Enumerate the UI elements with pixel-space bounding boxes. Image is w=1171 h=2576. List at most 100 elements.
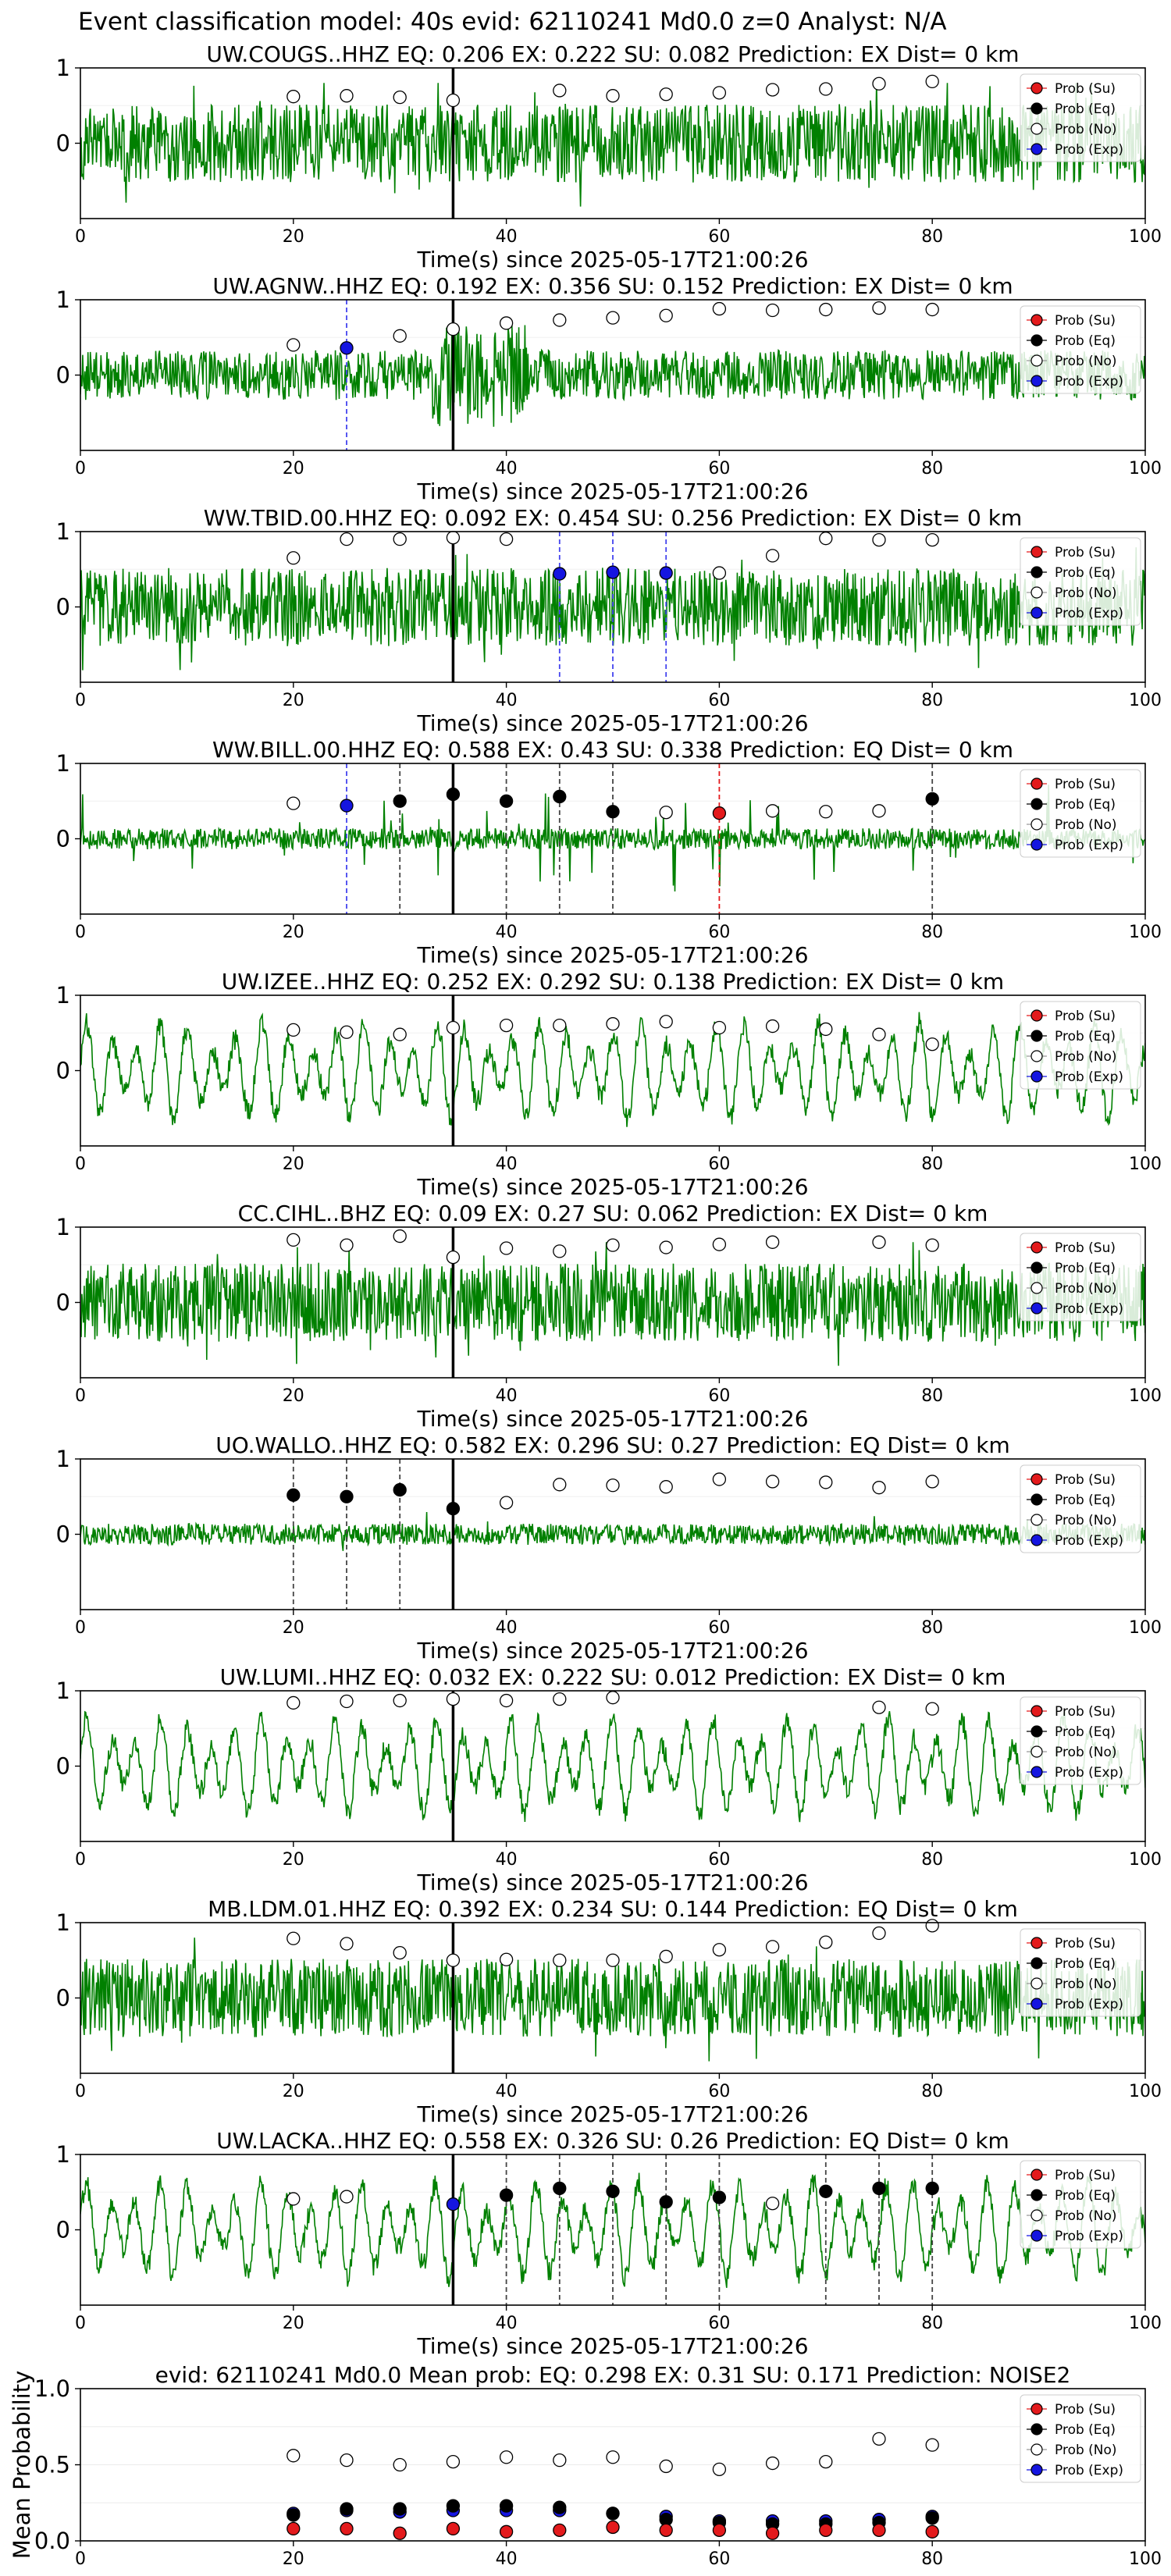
x-tick-label: 0: [75, 2549, 86, 2569]
legend-label: Prob (Su): [1055, 777, 1116, 792]
panel-5: UW.IZEE..HHZ EQ: 0.252 EX: 0.292 SU: 0.1…: [56, 969, 1162, 1200]
legend-label: Prob (Eq): [1055, 2188, 1116, 2204]
prob-point-no: [499, 1693, 514, 1708]
legend-marker: [1030, 1009, 1043, 1022]
x-axis-label: Time(s) since 2025-05-17T21:00:26: [416, 2101, 808, 2127]
legend-marker: [1030, 818, 1043, 831]
legend-box: [1020, 305, 1141, 394]
legend-marker: [1030, 1302, 1043, 1315]
prob-point-no: [606, 1953, 620, 1967]
x-tick-label: 40: [496, 923, 518, 942]
x-tick-label: 80: [921, 2549, 943, 2569]
prob-point-exp: [340, 341, 354, 355]
prob-point-no: [765, 83, 780, 97]
mean-prob-point-no: [393, 2457, 407, 2472]
legend-label: Prob (No): [1055, 1281, 1117, 1297]
prob-point-no: [765, 303, 780, 318]
y-tick-label: 0: [56, 826, 70, 852]
panel-3: WW.TBID.00.HHZ EQ: 0.092 EX: 0.454 SU: 0…: [56, 505, 1162, 736]
legend-label: Prob (No): [1055, 2443, 1117, 2458]
prob-point-no: [340, 1238, 354, 1252]
mean-prob-point-su: [287, 2521, 301, 2536]
x-tick-label: 0: [75, 1386, 86, 1406]
y-tick-label: 0: [56, 362, 70, 389]
x-tick-label: 40: [496, 2549, 518, 2569]
prob-point-no: [606, 1017, 620, 1031]
legend-marker: [1030, 82, 1043, 94]
legend: Prob (Su) Prob (Eq) Prob (No) Prob (Exp): [1020, 1464, 1141, 1553]
legend: Prob (Su) Prob (Eq) Prob (No) Prob (Exp): [1020, 1233, 1141, 1322]
prob-point-eq: [553, 789, 567, 804]
x-tick-label: 60: [708, 923, 730, 942]
legend-marker: [1030, 1998, 1043, 2010]
prob-point-eq: [925, 2181, 939, 2196]
legend-marker: [1030, 1282, 1043, 1294]
legend-marker: [1030, 1725, 1043, 1738]
legend-marker: [1030, 143, 1043, 155]
y-tick-label: 0: [56, 1290, 70, 1316]
prob-point-eq: [712, 2190, 727, 2204]
legend-label: Prob (Su): [1055, 2168, 1116, 2183]
mean-prob-point-su: [446, 2521, 461, 2536]
mean-prob-point-su: [872, 2523, 886, 2538]
x-tick-label: 20: [283, 459, 304, 479]
legend-label: Prob (Eq): [1055, 1493, 1116, 1508]
x-tick-label: 0: [75, 2314, 86, 2333]
panel-title: UW.IZEE..HHZ EQ: 0.252 EX: 0.292 SU: 0.1…: [222, 969, 1004, 994]
prob-point-no: [446, 531, 461, 545]
prob-point-eq: [872, 2181, 886, 2196]
x-tick-label: 60: [708, 2549, 730, 2569]
y-tick-label: 1: [56, 518, 70, 545]
prob-point-eq: [499, 2188, 514, 2202]
prob-point-no: [925, 1702, 939, 1716]
legend-label: Prob (Su): [1055, 2402, 1116, 2418]
legend-label: Prob (Exp): [1055, 2229, 1123, 2244]
prob-point-no: [340, 2190, 354, 2204]
prob-point-no: [819, 1475, 833, 1489]
prob-point-no: [872, 1926, 886, 1941]
prob-point-no: [393, 90, 407, 105]
prob-point-no: [499, 1952, 514, 1966]
prob-point-no: [819, 1022, 833, 1037]
legend-label: Prob (Exp): [1055, 374, 1123, 390]
prob-point-no: [606, 1478, 620, 1493]
x-tick-label: 80: [921, 227, 943, 247]
prob-point-no: [287, 796, 301, 810]
legend-label: Prob (Su): [1055, 1472, 1116, 1488]
panel-title: UW.LUMI..HHZ EQ: 0.032 EX: 0.222 SU: 0.0…: [220, 1664, 1006, 1690]
x-tick-label: 100: [1129, 923, 1162, 942]
mean-prob-point-eq: [553, 2500, 567, 2514]
legend-box: [1020, 73, 1141, 162]
x-tick-label: 100: [1129, 1386, 1162, 1406]
y-tick-label: 0: [56, 130, 70, 157]
x-tick-label: 60: [708, 2314, 730, 2333]
prob-point-eq: [393, 794, 407, 808]
x-tick-label: 100: [1129, 691, 1162, 710]
legend-label: Prob (Exp): [1055, 606, 1123, 621]
y-tick-label: 1: [56, 286, 70, 313]
prob-point-no: [819, 1935, 833, 1949]
legend-label: Prob (No): [1055, 1049, 1117, 1065]
prob-point-no: [340, 532, 354, 546]
panel-11: evid: 62110241 Md0.0 Mean prob: EQ: 0.29…: [9, 2362, 1162, 2569]
prob-point-no: [393, 532, 407, 546]
prob-point-eq: [446, 1502, 461, 1516]
prob-point-su: [712, 806, 727, 820]
legend: Prob (Su) Prob (Eq) Prob (No) Prob (Exp): [1020, 2394, 1141, 2483]
prob-point-eq: [499, 794, 514, 808]
prob-point-no: [872, 1235, 886, 1249]
mean-prob-point-su: [606, 2520, 620, 2535]
legend-label: Prob (Su): [1055, 1009, 1116, 1024]
x-tick-label: 80: [921, 1155, 943, 1174]
x-tick-label: 60: [708, 1618, 730, 1638]
prob-point-no: [659, 87, 673, 101]
prob-point-exp: [446, 2197, 461, 2211]
y-tick-label: 1: [56, 1678, 70, 1704]
legend-marker: [1030, 2464, 1043, 2476]
prob-point-no: [499, 532, 514, 546]
x-tick-label: 40: [496, 459, 518, 479]
legend-marker: [1030, 2423, 1043, 2435]
prob-point-no: [872, 301, 886, 315]
mean-prob-point-eq: [287, 2508, 301, 2522]
